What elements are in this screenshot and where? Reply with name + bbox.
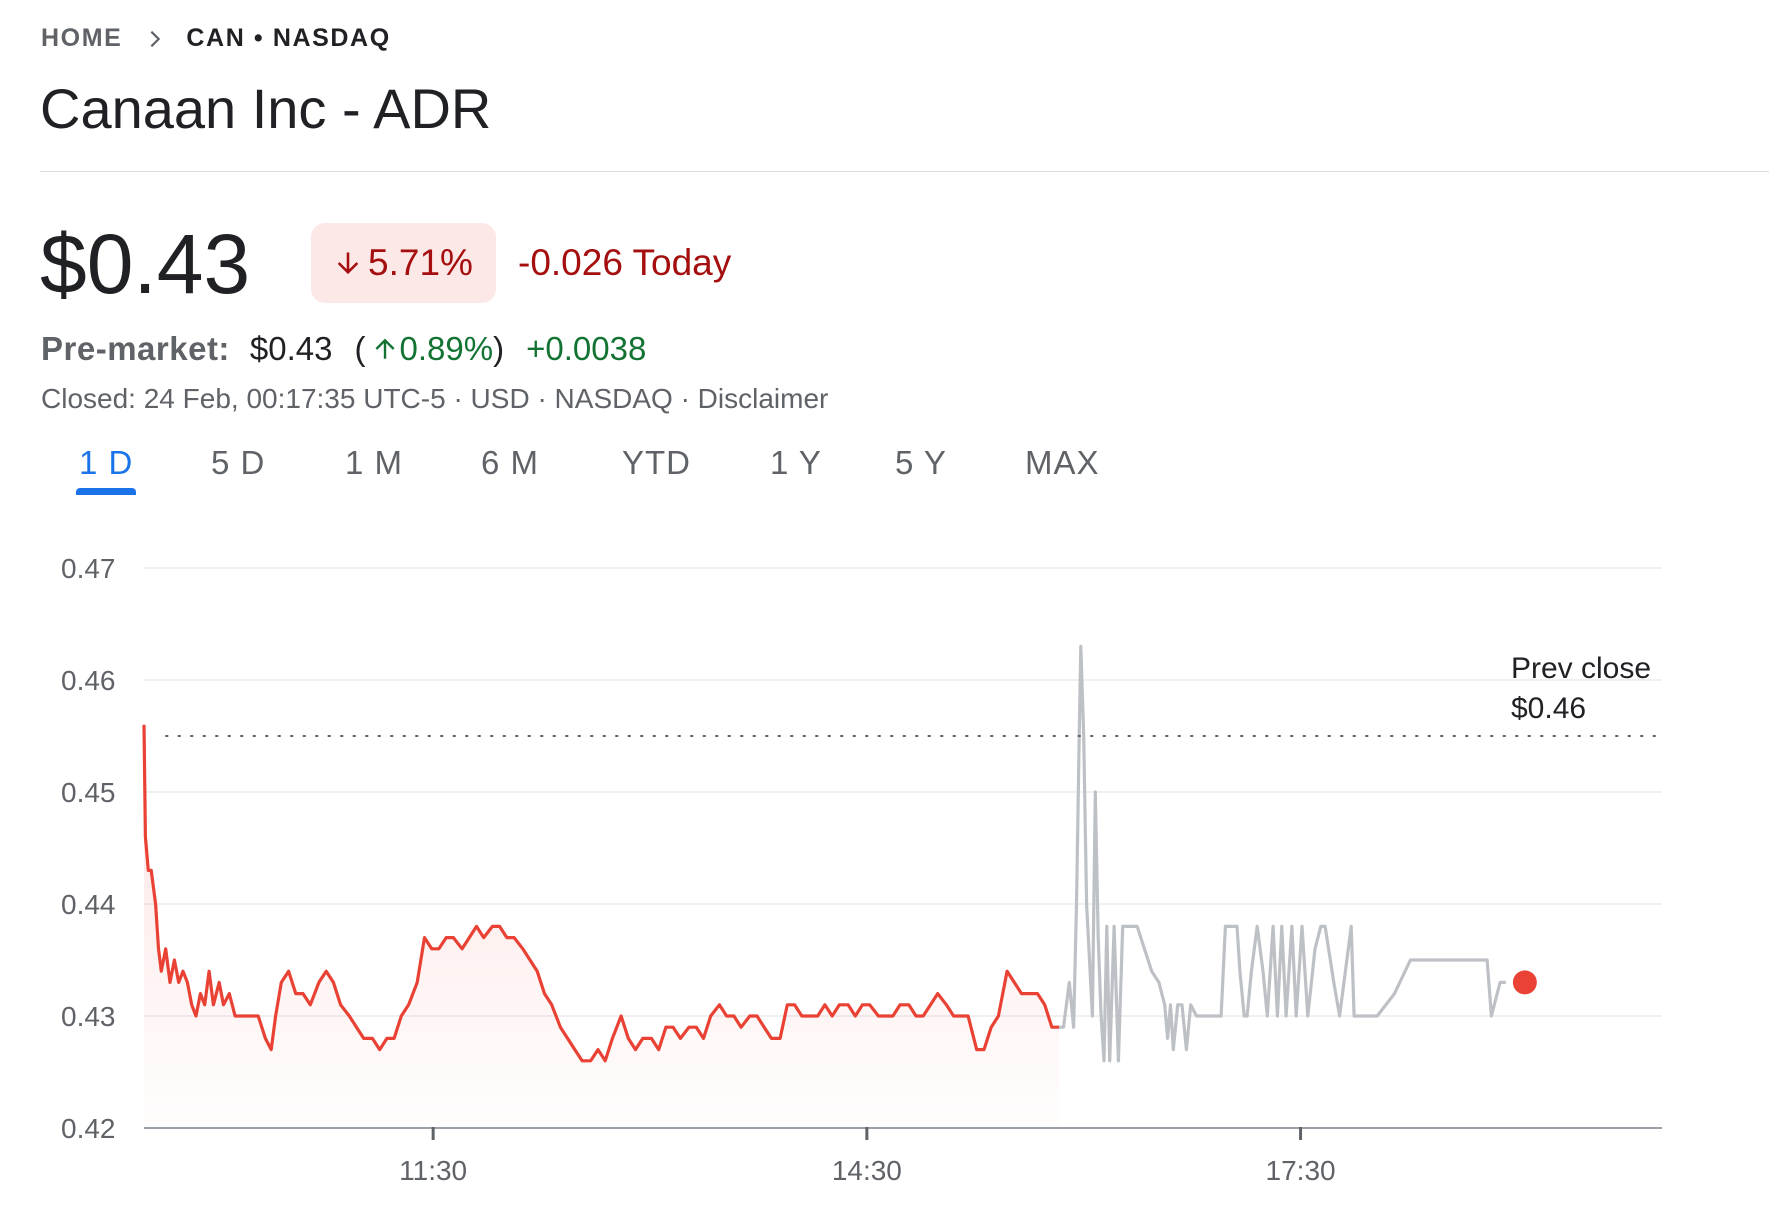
range-tabs: 1 D 5 D 1 M 6 M YTD 1 Y 5 Y MAX — [0, 444, 1200, 500]
breadcrumb-symbol: CAN • NASDAQ — [186, 24, 391, 52]
premarket-price: $0.43 — [249, 330, 333, 367]
close-paren: ) — [493, 330, 505, 367]
y-tick-label: 0.44 — [61, 889, 116, 920]
header-divider — [40, 171, 1769, 172]
change-today: -0.026 Today — [518, 242, 732, 283]
premarket-percent-value: 0.89% — [399, 330, 494, 367]
change-percent-badge: 5.71% — [311, 223, 496, 303]
chevron-right-icon — [150, 30, 161, 47]
market-status-line: Closed: 24 Feb, 00:17:35 UTC-5 · USD · N… — [41, 383, 829, 414]
prev-close-label: Prev close — [1511, 652, 1651, 685]
page-title: Canaan Inc - ADR — [40, 77, 492, 140]
premarket-row: Pre-market: $0.43 ( 0.89% ) +0.0038 — [41, 330, 646, 368]
arrow-up-icon — [375, 338, 395, 359]
y-tick-label: 0.43 — [61, 1001, 116, 1032]
premarket-label: Pre-market: — [41, 330, 230, 367]
latest-price-dot — [1512, 970, 1537, 995]
tab-1d[interactable]: 1 D — [79, 444, 134, 481]
tab-5y[interactable]: 5 Y — [895, 444, 947, 481]
tab-6m[interactable]: 6 M — [481, 444, 540, 481]
tab-max[interactable]: MAX — [1025, 444, 1100, 481]
tab-5d[interactable]: 5 D — [211, 444, 266, 481]
current-price: $0.43 — [40, 217, 251, 311]
y-tick-label: 0.47 — [61, 553, 116, 584]
open-paren: ( — [354, 330, 366, 367]
premarket-percent: ( 0.89% ) — [355, 330, 505, 368]
x-tick-label: 11:30 — [399, 1155, 467, 1186]
x-tick-label: 17:30 — [1266, 1155, 1336, 1186]
breadcrumb: HOME CAN • NASDAQ — [41, 24, 391, 53]
y-tick-label: 0.45 — [61, 777, 116, 808]
regular-session-line — [142, 724, 1060, 1063]
prev-close-value: $0.46 — [1511, 692, 1586, 725]
change-percent-value: 5.71% — [368, 242, 473, 283]
after-hours-line — [1059, 644, 1506, 1063]
price-chart[interactable]: Prev close $0.46 0.47 0.46 0.45 0.44 0.43 0.42… — [0, 520, 1769, 1206]
y-tick-label: 0.42 — [61, 1113, 116, 1144]
tab-ytd[interactable]: YTD — [622, 444, 691, 481]
y-tick-label: 0.46 — [61, 665, 116, 696]
x-tick-label: 14:30 — [832, 1155, 902, 1186]
arrow-down-icon — [337, 252, 359, 275]
premarket-change: +0.0038 — [526, 330, 647, 367]
regular-session-area — [144, 724, 1060, 1128]
active-tab-indicator — [76, 488, 136, 495]
tab-1m[interactable]: 1 M — [345, 444, 404, 481]
breadcrumb-home-link[interactable]: HOME — [41, 24, 123, 52]
tab-1y[interactable]: 1 Y — [770, 444, 822, 481]
